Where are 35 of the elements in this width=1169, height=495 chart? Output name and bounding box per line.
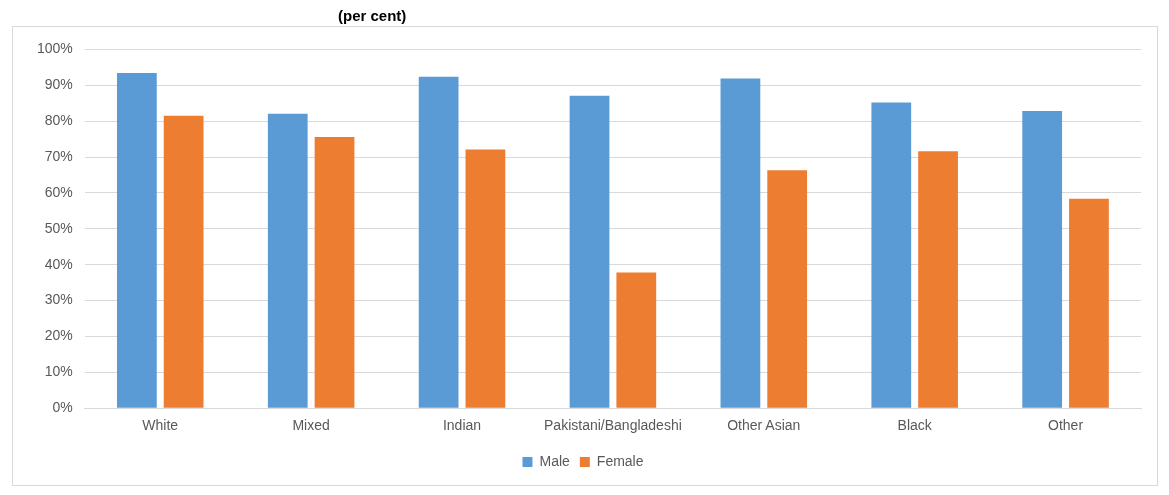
bar [569,95,610,408]
y-tick-label: 20% [44,327,73,344]
y-tick-label: 60% [44,183,73,200]
bar [720,78,761,408]
bar [116,73,157,408]
y-tick-label: 40% [44,255,73,272]
bar [918,151,958,408]
y-tick-label: 50% [44,219,73,236]
bar [163,115,204,408]
y-tick-label: 10% [44,363,73,380]
bar [1022,111,1063,408]
bar [767,170,808,408]
y-tick-label: 90% [44,76,73,93]
x-tick-label: Mixed [292,417,330,434]
legend-label: Female [596,452,644,469]
bar [1069,198,1109,408]
y-tick-label: 30% [44,291,73,308]
y-tick-label: 0% [52,399,73,416]
x-tick-label: Pakistani/Bangladeshi [544,417,682,434]
bar [314,136,355,408]
x-tick-label: Indian [442,417,482,434]
bar [267,113,308,408]
legend-label: Male [539,452,571,469]
x-tick-label: White [142,417,179,434]
x-tick-label: Other [1048,417,1084,434]
y-tick-label: 100% [36,40,73,57]
chart-title: (per cent) [338,7,407,24]
bar [616,272,657,408]
bar [418,76,459,408]
x-tick-label: Other Asian [727,417,801,434]
y-tick-label: 80% [44,112,73,129]
x-tick-label: Black [897,417,933,434]
bar [465,149,506,408]
y-tick-label: 70% [44,147,73,164]
bar [871,102,912,408]
